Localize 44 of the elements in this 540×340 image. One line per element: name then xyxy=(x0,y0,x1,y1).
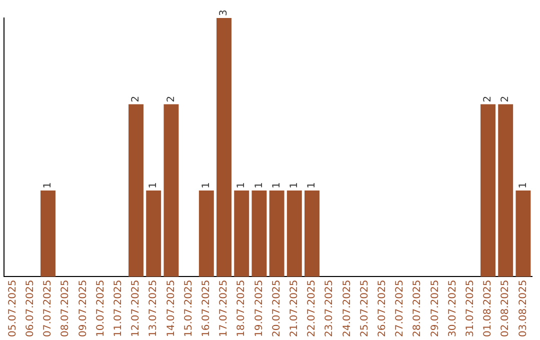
x-tick-label: 01.08.2025 xyxy=(482,280,494,338)
x-tick-label: 13.07.2025 xyxy=(148,280,160,338)
x-tick-label: 12.07.2025 xyxy=(130,280,142,338)
x-tick-label: 06.07.2025 xyxy=(24,280,36,338)
data-label: 1 xyxy=(271,182,282,188)
data-label: 2 xyxy=(482,96,494,102)
data-label: 1 xyxy=(254,182,265,188)
data-label: 1 xyxy=(236,182,248,188)
x-tick-label: 05.07.2025 xyxy=(7,280,18,338)
data-label: 1 xyxy=(518,182,529,188)
x-tick-label: 16.07.2025 xyxy=(200,280,212,338)
x-tick-label: 10.07.2025 xyxy=(95,280,106,338)
data-label: 2 xyxy=(166,96,177,102)
data-label: 1 xyxy=(288,182,300,188)
x-tick-label: 14.07.2025 xyxy=(166,280,177,338)
x-tick-label: 29.07.2025 xyxy=(430,280,441,338)
data-label: 1 xyxy=(148,182,160,188)
x-tick-label: 08.07.2025 xyxy=(60,280,72,338)
data-label: 3 xyxy=(218,10,230,16)
x-tick-label: 21.07.2025 xyxy=(288,280,300,338)
x-tick-label: 09.07.2025 xyxy=(78,280,89,338)
data-label: 1 xyxy=(306,182,318,188)
data-label: 2 xyxy=(130,96,142,102)
x-tick-label: 18.07.2025 xyxy=(236,280,248,338)
data-label: 1 xyxy=(42,182,54,188)
x-tick-label: 20.07.2025 xyxy=(271,280,282,338)
data-label: 2 xyxy=(500,96,512,102)
x-tick-label: 15.07.2025 xyxy=(183,280,194,338)
x-tick-label: 02.08.2025 xyxy=(500,280,512,338)
x-tick-label: 24.07.2025 xyxy=(342,280,353,338)
x-tick-label: 22.07.2025 xyxy=(306,280,318,338)
x-tick-label: 30.07.2025 xyxy=(447,280,458,338)
x-tick-label: 19.07.2025 xyxy=(254,280,265,338)
x-tick-label: 25.07.2025 xyxy=(359,280,370,338)
x-tick-label: 11.07.2025 xyxy=(112,280,124,338)
x-tick-label: 27.07.2025 xyxy=(394,280,406,338)
x-tick-label: 23.07.2025 xyxy=(324,280,336,338)
x-tick-label: 07.07.2025 xyxy=(42,280,54,338)
x-tick-label: 03.08.2025 xyxy=(518,280,529,338)
x-tick-label: 17.07.2025 xyxy=(218,280,230,338)
x-tick-label: 31.07.2025 xyxy=(464,280,476,338)
data-label: 1 xyxy=(200,182,212,188)
x-tick-label: 26.07.2025 xyxy=(376,280,388,338)
x-tick-label: 28.07.2025 xyxy=(412,280,424,338)
